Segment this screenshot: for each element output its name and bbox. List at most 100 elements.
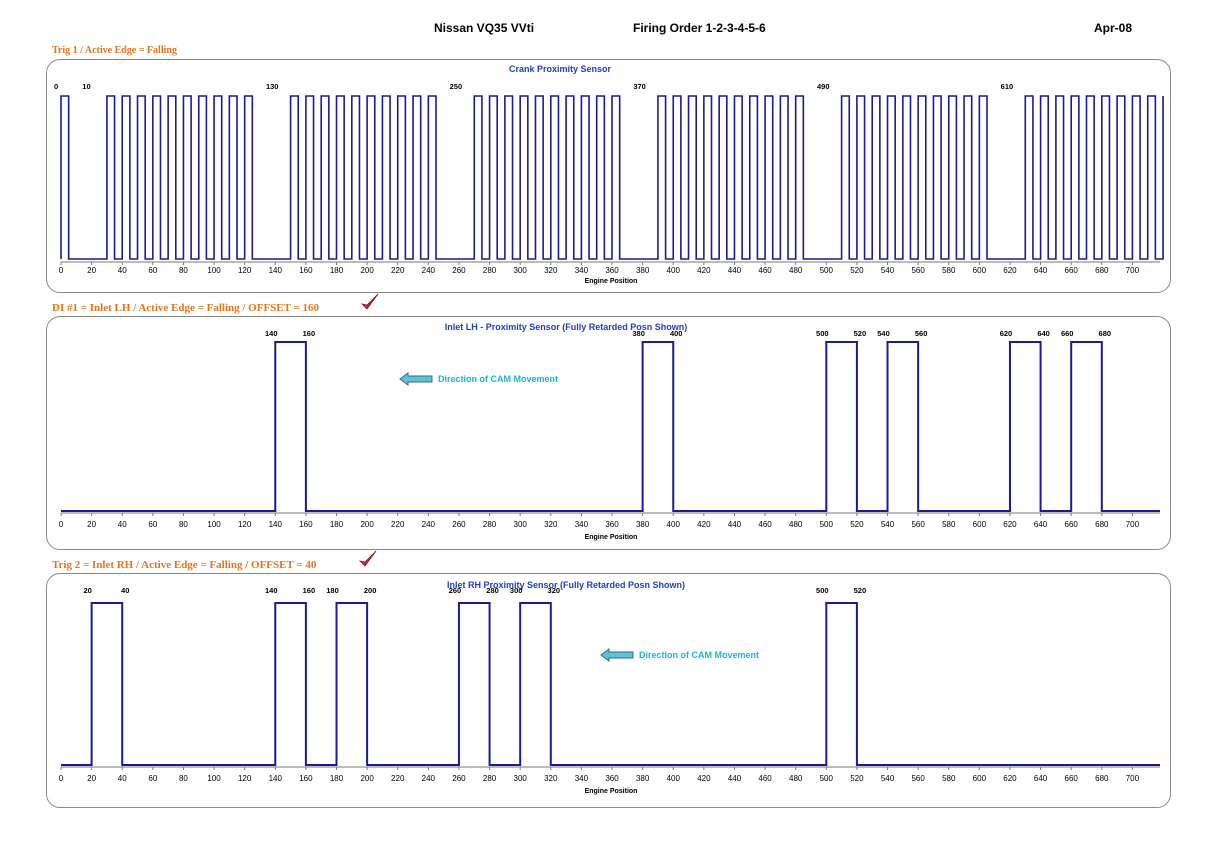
x-tick-label: 680 [1095,774,1109,783]
checkmark-icon [358,550,377,567]
chart-title: Inlet RH Proximity Sensor (Fully Retarde… [447,580,685,590]
x-tick-label: 420 [697,774,711,783]
chart-title: Crank Proximity Sensor [509,64,612,74]
x-tick-label: 200 [360,774,374,783]
pulse-edge-label: 380 [632,329,645,338]
pulse-edge-label: 500 [816,329,829,338]
pulse-edge-label: 140 [265,329,278,338]
x-tick-label: 40 [118,774,127,783]
x-tick-label: 260 [452,774,466,783]
x-tick-label: 480 [789,520,803,529]
pulse-edge-label: 300 [510,586,523,595]
x-tick-label: 280 [483,266,497,275]
x-tick-label: 240 [422,520,436,529]
pulse-edge-label: 280 [486,586,499,595]
x-tick-label: 500 [820,774,834,783]
x-tick-label: 480 [789,266,803,275]
x-tick-label: 680 [1095,520,1109,529]
firing-order-label: Firing Order 1-2-3-4-5-6 [633,21,766,35]
pulse-edge-label: 180 [326,586,339,595]
cam-signal-trace [61,602,1160,766]
x-tick-label: 460 [758,266,772,275]
x-tick-label: 420 [697,266,711,275]
x-tick-label: 680 [1095,266,1109,275]
x-tick-label: 20 [87,774,96,783]
x-axis-title: Engine Position [585,534,638,541]
x-tick-label: 40 [118,266,127,275]
pulse-edge-label: 640 [1037,329,1050,338]
inlet-rh-panel [46,573,1171,808]
x-tick-label: 80 [179,774,188,783]
pulse-edge-label: 40 [121,586,129,595]
x-tick-label: 640 [1034,266,1048,275]
x-tick-label: 500 [820,520,834,529]
x-tick-label: 400 [667,520,681,529]
position-label: 130 [266,82,279,91]
pulse-edge-label: 140 [265,586,278,595]
x-tick-label: 60 [148,774,157,783]
x-tick-label: 340 [575,774,589,783]
x-tick-label: 560 [911,520,925,529]
x-tick-label: 180 [330,520,344,529]
x-tick-label: 560 [911,266,925,275]
pulse-edge-label: 20 [83,586,91,595]
x-tick-label: 300 [514,774,528,783]
position-label: 490 [817,82,830,91]
pulse-edge-label: 200 [364,586,377,595]
x-tick-label: 160 [299,266,313,275]
position-label: 10 [82,82,90,91]
cam-signal-trace [61,341,1160,512]
x-tick-label: 280 [483,520,497,529]
x-tick-label: 660 [1065,774,1079,783]
x-tick-label: 140 [269,520,283,529]
x-tick-label: 660 [1065,266,1079,275]
x-tick-label: 540 [881,266,895,275]
x-tick-label: 60 [148,520,157,529]
x-tick-label: 160 [299,520,313,529]
position-label: 250 [450,82,463,91]
x-tick-label: 320 [544,520,558,529]
x-tick-label: 460 [758,774,772,783]
x-tick-label: 220 [391,266,405,275]
x-tick-label: 300 [514,266,528,275]
x-tick-label: 120 [238,520,252,529]
x-tick-label: 100 [207,266,221,275]
chart-title: Inlet LH - Proximity Sensor (Fully Retar… [445,322,688,332]
pulse-edge-label: 620 [1000,329,1013,338]
x-tick-label: 200 [360,520,374,529]
x-tick-label: 460 [758,520,772,529]
date-label: Apr-08 [1094,21,1133,35]
x-tick-label: 580 [942,774,956,783]
left-arrow-icon [600,648,634,662]
section-label-trig1: Trig 1 / Active Edge = Falling [52,45,177,56]
x-tick-label: 440 [728,774,742,783]
pulse-edge-label: 660 [1061,329,1074,338]
x-tick-label: 260 [452,520,466,529]
x-tick-label: 540 [881,520,895,529]
x-tick-label: 20 [87,266,96,275]
pulse-edge-label: 520 [854,329,867,338]
x-tick-label: 580 [942,266,956,275]
x-tick-label: 520 [850,266,864,275]
x-tick-label: 320 [544,266,558,275]
x-tick-label: 700 [1126,266,1140,275]
x-tick-label: 220 [391,520,405,529]
x-tick-label: 380 [636,774,650,783]
x-tick-label: 340 [575,266,589,275]
pulse-edge-label: 320 [548,586,561,595]
x-tick-label: 180 [330,266,344,275]
x-tick-label: 640 [1034,774,1048,783]
x-tick-label: 700 [1126,774,1140,783]
x-tick-label: 540 [881,774,895,783]
x-tick-label: 80 [179,266,188,275]
x-tick-label: 40 [118,520,127,529]
x-tick-label: 340 [575,520,589,529]
x-tick-label: 440 [728,266,742,275]
pulse-edge-label: 520 [854,586,867,595]
x-tick-label: 240 [422,774,436,783]
x-tick-label: 620 [1003,266,1017,275]
x-tick-label: 0 [59,266,64,275]
checkmark-icon [360,293,379,310]
x-axis-title: Engine Position [585,788,638,795]
